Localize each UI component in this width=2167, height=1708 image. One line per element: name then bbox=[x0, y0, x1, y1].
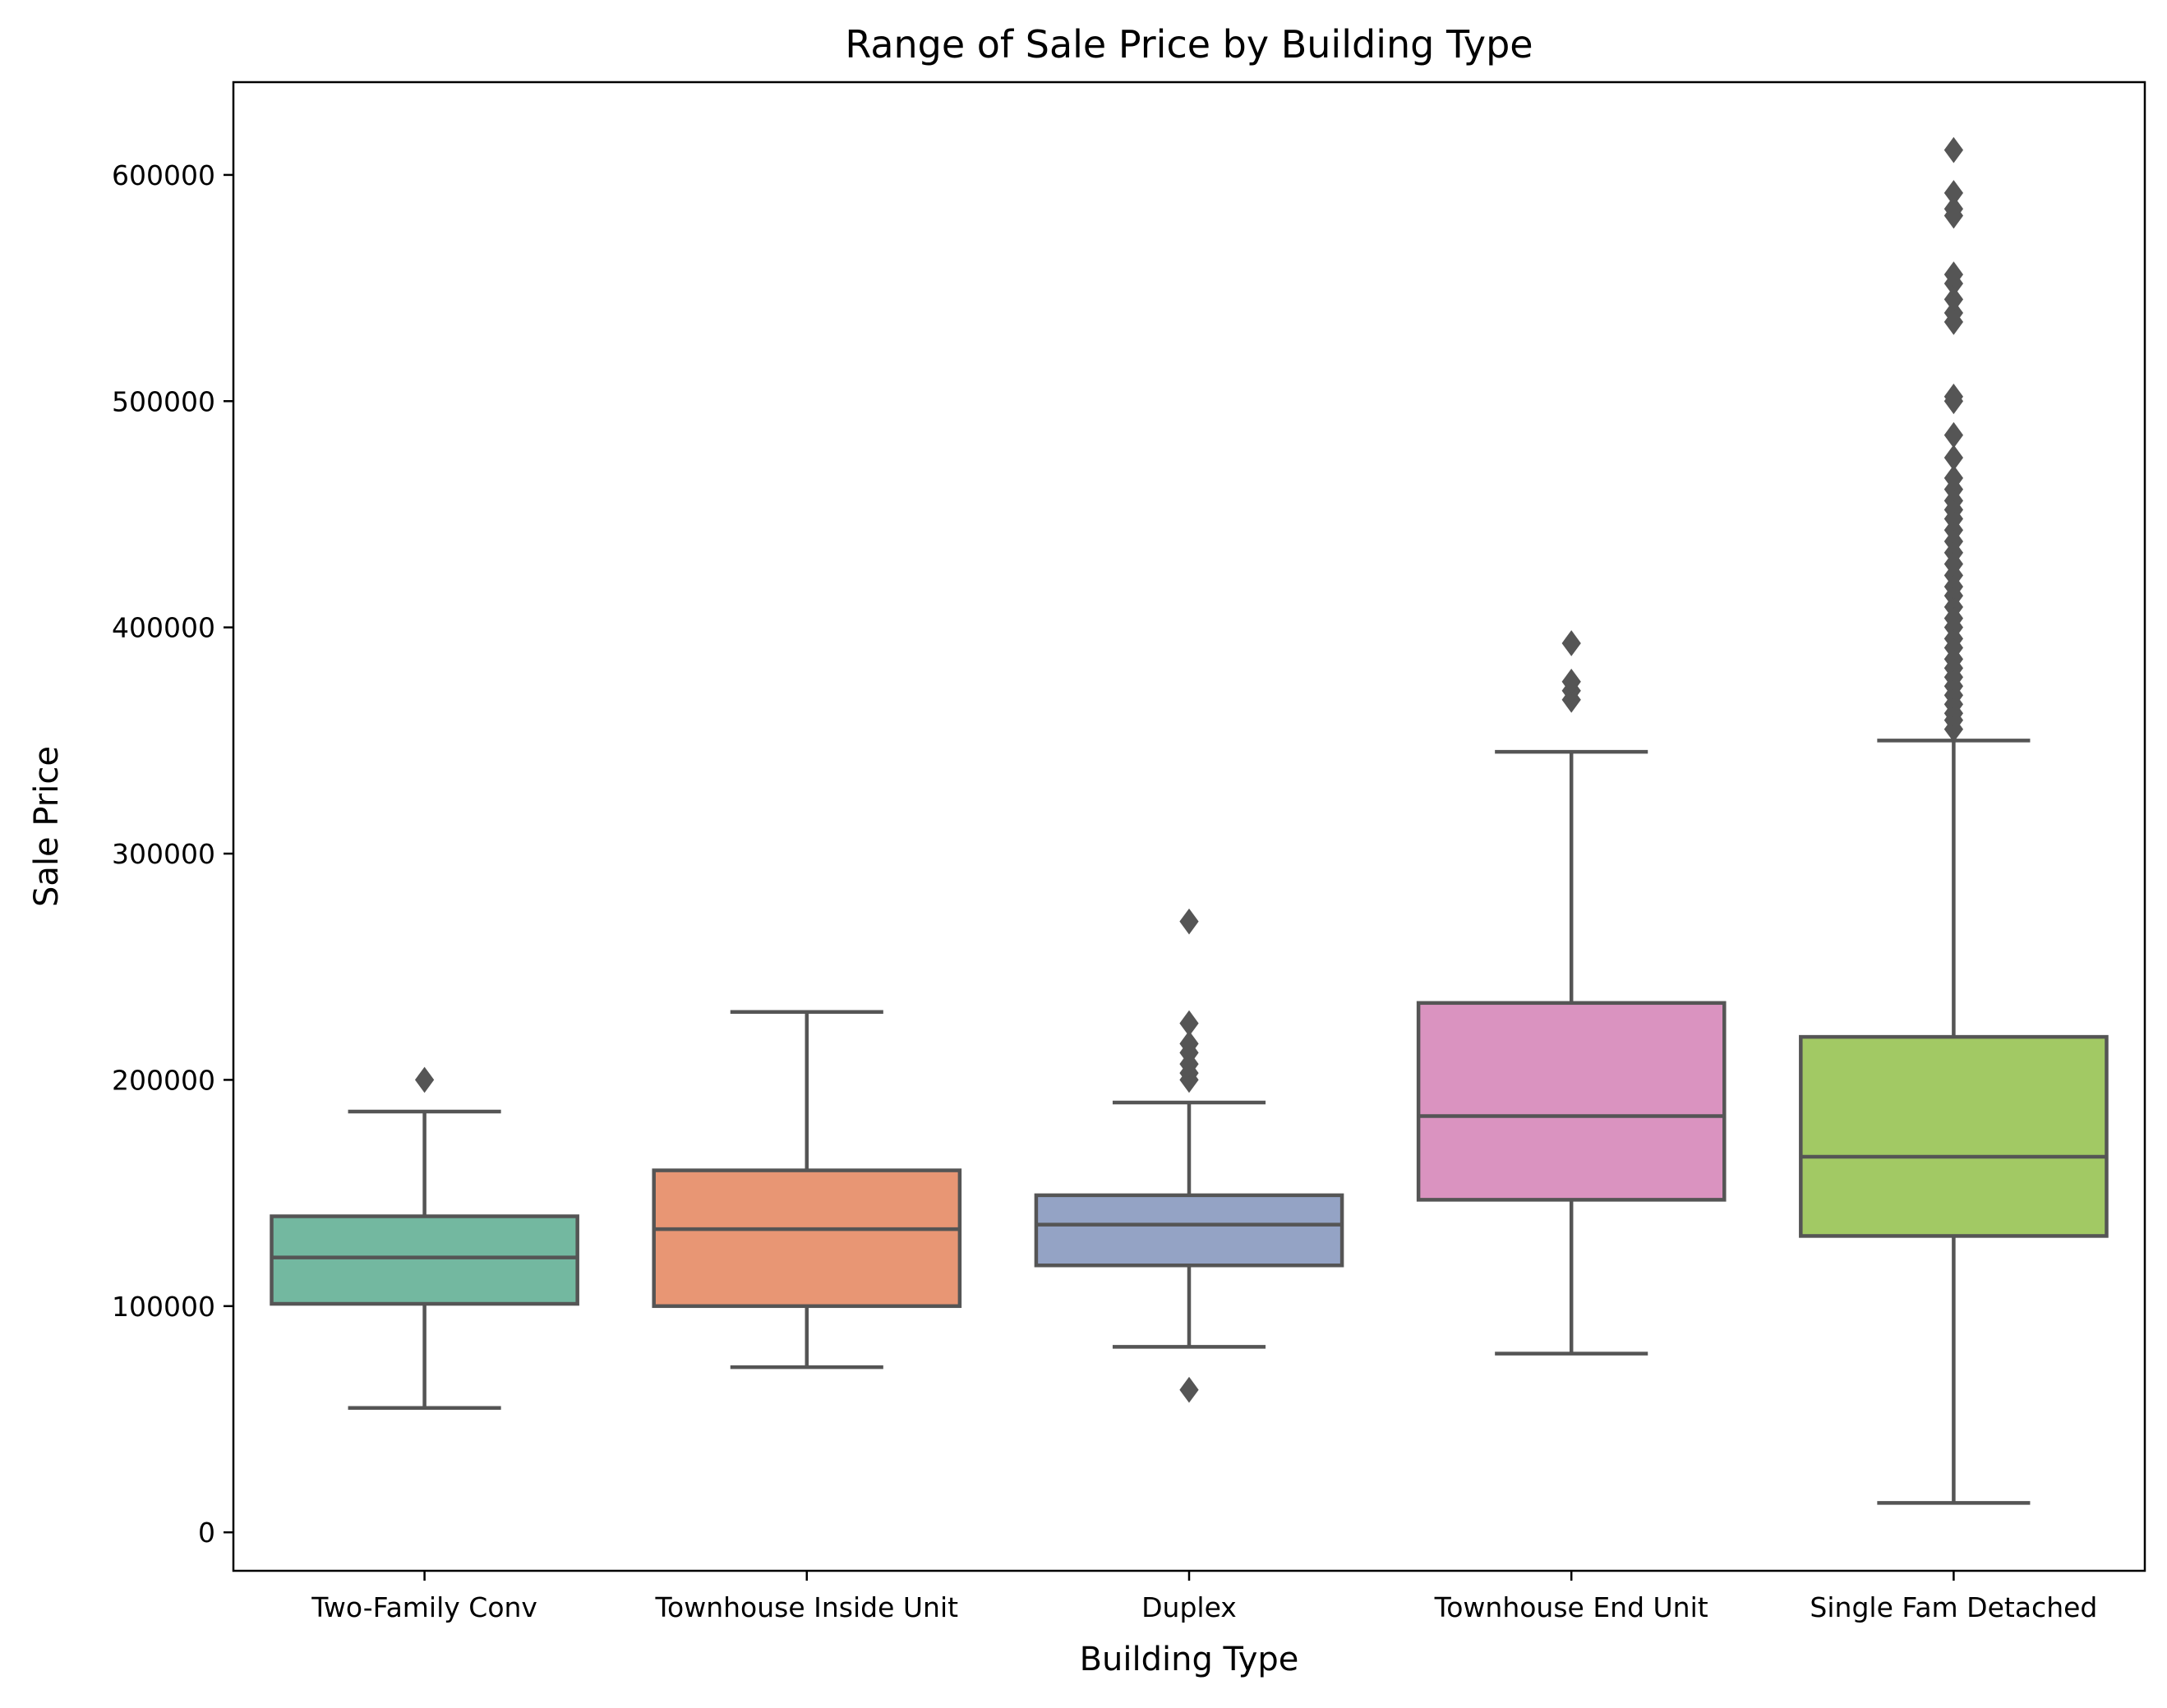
x-tick-label: Townhouse End Unit bbox=[1434, 1591, 1708, 1623]
outlier-point bbox=[1943, 383, 1964, 410]
box-group bbox=[270, 1066, 579, 1410]
x-tick-label: Townhouse Inside Unit bbox=[655, 1591, 959, 1623]
outlier-point bbox=[1561, 668, 1581, 695]
iqr-box bbox=[652, 1168, 962, 1309]
y-tick-label: 500000 bbox=[112, 385, 215, 417]
outlier-point bbox=[1943, 196, 1964, 223]
iqr-box bbox=[1416, 1001, 1727, 1202]
box-group bbox=[1034, 908, 1344, 1403]
box-group bbox=[1416, 630, 1727, 1356]
outlier-point bbox=[1179, 1030, 1199, 1057]
outlier-point bbox=[1943, 180, 1964, 206]
axes-frame bbox=[232, 81, 2146, 1572]
outlier-point bbox=[414, 1066, 435, 1093]
y-tick-label: 600000 bbox=[112, 159, 215, 191]
outlier-point bbox=[1179, 908, 1199, 935]
outlier-point bbox=[1943, 300, 1964, 326]
outlier-point bbox=[1943, 421, 1964, 449]
box-group bbox=[1799, 136, 2109, 1505]
y-tick-label: 100000 bbox=[112, 1291, 215, 1323]
outlier-point bbox=[1179, 1010, 1199, 1037]
y-tick-label: 200000 bbox=[112, 1064, 215, 1096]
x-tick-label: Two-Family Conv bbox=[311, 1591, 537, 1623]
y-tick-label: 400000 bbox=[112, 612, 215, 644]
x-axis-label: Building Type bbox=[1080, 1641, 1299, 1678]
chart-title: Range of Sale Price by Building Type bbox=[845, 22, 1533, 67]
outlier-point bbox=[1943, 261, 1964, 288]
iqr-box bbox=[1034, 1193, 1344, 1268]
y-tick-label: 300000 bbox=[112, 838, 215, 870]
y-tick-label: 0 bbox=[198, 1517, 215, 1549]
outlier-point bbox=[1943, 286, 1964, 313]
outlier-point bbox=[1943, 444, 1964, 471]
outlier-point bbox=[1179, 1376, 1199, 1403]
y-axis-label: Sale Price bbox=[28, 746, 66, 907]
iqr-box bbox=[1799, 1034, 2109, 1238]
plot-area bbox=[270, 136, 2109, 1505]
box-group bbox=[652, 1010, 962, 1370]
axes: 0 100000 200000 300000 400000 500000 600000 Two… bbox=[112, 159, 2097, 1623]
outlier-point bbox=[1561, 630, 1581, 656]
x-tick-label: Duplex bbox=[1141, 1591, 1237, 1623]
outlier-point bbox=[1943, 136, 1964, 163]
iqr-box bbox=[270, 1214, 579, 1306]
x-tick-label: Single Fam Detached bbox=[1810, 1591, 2097, 1623]
outlier-point bbox=[1943, 465, 1964, 491]
